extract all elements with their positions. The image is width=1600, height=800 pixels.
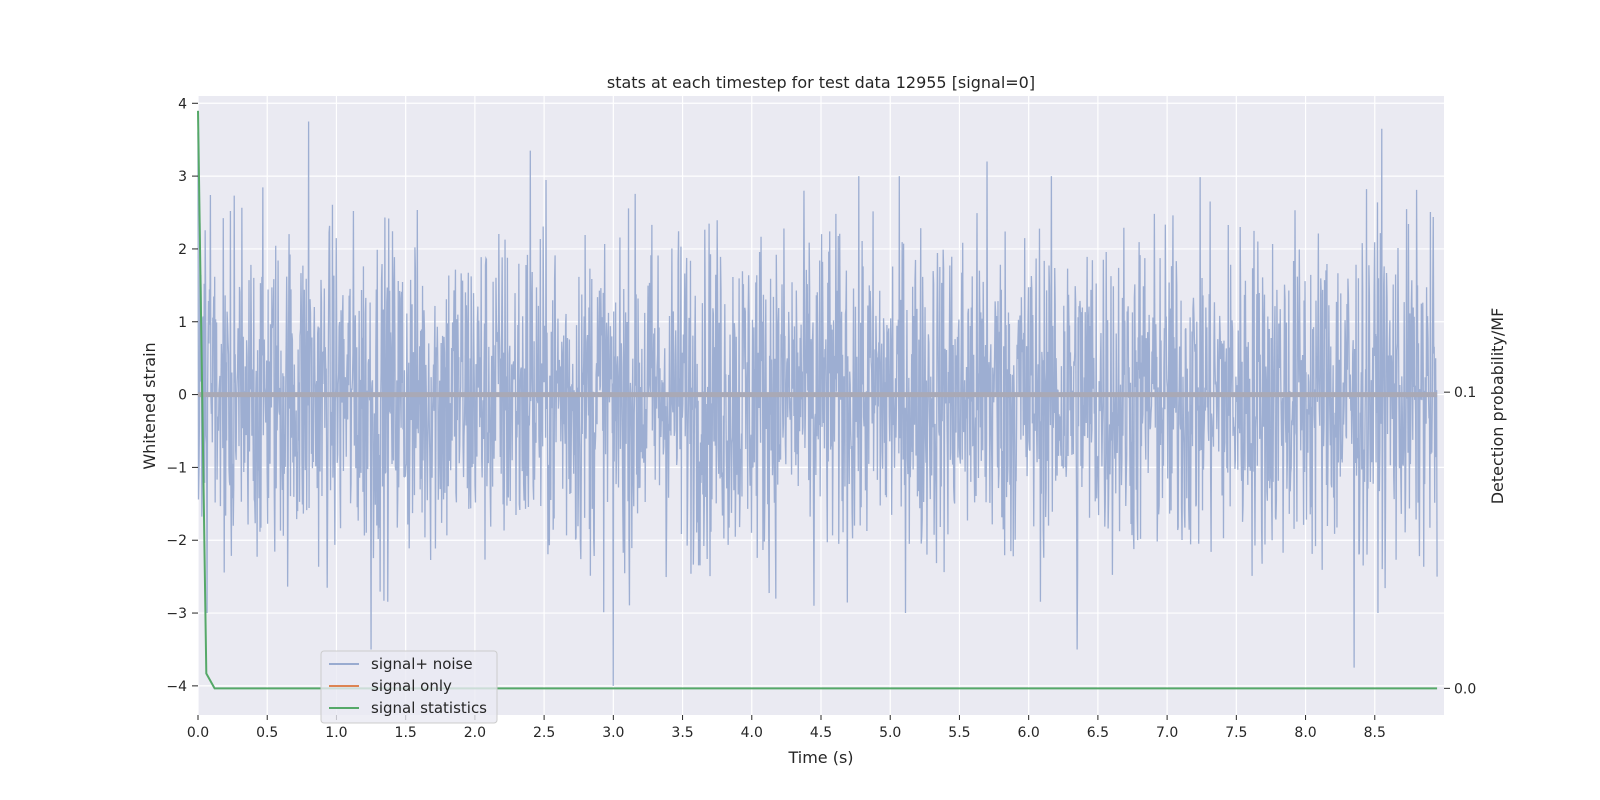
y-axis-ticks: 4 3 2 1 0 −1 −2 −3 −4 xyxy=(166,96,198,695)
y-tick-label-2: 2 xyxy=(178,242,187,258)
x-tick-label-17: 8.5 xyxy=(1364,725,1386,741)
y-axis-title: Whitened strain xyxy=(140,342,159,469)
x-tick-label-8: 4.0 xyxy=(741,725,763,741)
x-tick-label-13: 6.5 xyxy=(1087,725,1109,741)
legend: signal+ noise signal only signal statist… xyxy=(320,650,498,724)
legend-box xyxy=(320,650,498,724)
x-tick-label-14: 7.0 xyxy=(1156,725,1178,741)
legend-label-signal-statistics: signal statistics xyxy=(371,699,487,717)
x-tick-label-10: 5.0 xyxy=(879,725,901,741)
legend-label-signal-noise: signal+ noise xyxy=(371,655,473,673)
x-tick-label-1: 0.5 xyxy=(256,725,278,741)
x-tick-label-6: 3.0 xyxy=(602,725,624,741)
signal-noise-line xyxy=(197,121,1438,686)
signal-statistics-line xyxy=(197,110,1438,690)
y-tick-label-4: 0 xyxy=(178,388,187,404)
x-tick-label-0: 0.0 xyxy=(187,725,209,741)
x-tick-label-3: 1.5 xyxy=(395,725,417,741)
x-axis-ticks: 0.0 0.5 1.0 1.5 2.0 2.5 3.0 3.5 4.0 4.5 5.0 5.5 6.0 6… xyxy=(187,715,1386,741)
y2-axis-title: Detection probability/MF xyxy=(1488,308,1507,505)
signal-noise-series xyxy=(197,121,1438,686)
y2-tick-label-1: 0.0 xyxy=(1454,681,1476,697)
signal-statistics-series xyxy=(197,110,1438,690)
x-tick-label-5: 2.5 xyxy=(533,725,555,741)
x-tick-label-15: 7.5 xyxy=(1225,725,1247,741)
y-tick-label-1: 3 xyxy=(178,169,187,185)
y-tick-label-3: 1 xyxy=(178,315,187,331)
x-tick-label-2: 1.0 xyxy=(325,725,347,741)
y2-tick-label-0: 0.1 xyxy=(1454,385,1476,401)
y-tick-label-0: 4 xyxy=(178,96,187,112)
x-tick-label-9: 4.5 xyxy=(810,725,832,741)
y-tick-label-5: −1 xyxy=(166,460,187,476)
y2-axis-ticks: 0.1 0.0 xyxy=(1444,385,1476,697)
chart-title: stats at each timestep for test data 129… xyxy=(607,73,1035,92)
x-tick-label-4: 2.0 xyxy=(464,725,486,741)
x-tick-label-7: 3.5 xyxy=(671,725,693,741)
y-tick-label-6: −2 xyxy=(166,533,187,549)
x-axis-title: Time (s) xyxy=(787,748,853,767)
y-tick-label-7: −3 xyxy=(166,606,187,622)
legend-label-signal-only: signal only xyxy=(371,677,452,695)
x-tick-label-11: 5.5 xyxy=(948,725,970,741)
y-tick-label-8: −4 xyxy=(166,679,187,695)
x-tick-label-16: 8.0 xyxy=(1294,725,1316,741)
x-tick-label-12: 6.0 xyxy=(1018,725,1040,741)
